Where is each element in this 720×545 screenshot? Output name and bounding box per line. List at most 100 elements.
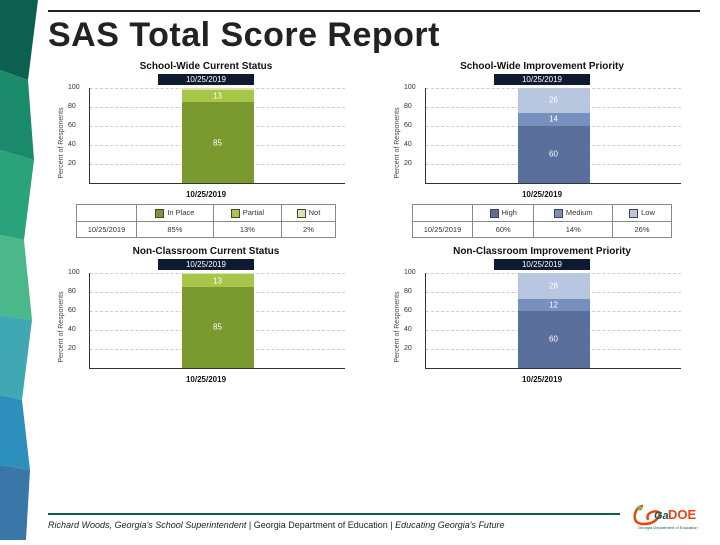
y-axis-label: Percent of Responents (58, 275, 65, 380)
bar-segment: 28 (518, 273, 590, 300)
legend-swatch (629, 209, 638, 218)
segment-label: 13 (213, 276, 222, 285)
table-cell: 2% (281, 221, 335, 237)
table-header: Partial (213, 205, 281, 222)
legend-swatch (297, 209, 306, 218)
bar-segment: 26 (518, 88, 590, 113)
bar-segment: 12 (518, 299, 590, 310)
y-tick: 40 (68, 326, 76, 333)
bar-segment: 85 (182, 287, 254, 368)
y-tick: 80 (404, 103, 412, 110)
y-axis-label: Percent of Responents (394, 90, 401, 195)
segment-label: 60 (549, 150, 558, 159)
stacked-bar: 13 85 (182, 273, 254, 368)
title-wrap: SAS Total Score Report (48, 10, 700, 55)
decorative-sidebar (0, 0, 38, 540)
y-tick: 60 (404, 122, 412, 129)
y-tick: 80 (404, 288, 412, 295)
plot: 204060801001385 (89, 273, 345, 369)
segment-label: 26 (549, 96, 558, 105)
chart-legend-table: HighMediumLow10/25/201960%14%26% (412, 204, 672, 238)
y-tick: 20 (404, 345, 412, 352)
chart-area: Percent of Responents20 40 60 80 100 28 12 60 10… (397, 270, 687, 385)
segment-label: 12 (549, 300, 558, 309)
table-header (413, 205, 473, 222)
bar-segment: 13 (182, 274, 254, 286)
y-tick: 20 (68, 160, 76, 167)
gadoe-logo: Ga DOE Georgia Department of Education (628, 502, 700, 534)
chart-title: Non-Classroom Improvement Priority (453, 246, 631, 257)
legend-swatch (155, 209, 164, 218)
bar-segment: 60 (518, 311, 590, 368)
segment-label: 28 (549, 281, 558, 290)
legend-swatch (490, 209, 499, 218)
y-tick: 60 (68, 307, 76, 314)
table-header: In Place (137, 205, 214, 222)
table-cell: 60% (473, 221, 534, 237)
table-header: High (473, 205, 534, 222)
segment-label: 13 (213, 92, 222, 101)
legend-swatch (554, 209, 563, 218)
segment-label: 85 (213, 323, 222, 332)
table-cell: 14% (534, 221, 613, 237)
table-cell: 13% (213, 221, 281, 237)
chart-date-bar: 10/25/2019 (158, 259, 254, 270)
chart-area: Percent of Responents20406080100138510/2… (61, 85, 351, 200)
y-tick: 20 (68, 345, 76, 352)
chart-title: School-Wide Improvement Priority (460, 61, 624, 72)
table-cell: 26% (613, 221, 672, 237)
svg-text:Georgia Department of Educatio: Georgia Department of Education (638, 525, 698, 530)
stacked-bar: 26 14 60 (518, 88, 590, 183)
bar-segment: 14 (518, 113, 590, 126)
chart-block: Non-Classroom Improvement Priority 10/25/… (384, 246, 700, 385)
chart-date-bar: 10/25/2019 (158, 74, 254, 85)
chart-title: School-Wide Current Status (140, 61, 273, 72)
table-cell: 10/25/2019 (77, 221, 137, 237)
x-axis-label: 10/25/2019 (522, 190, 562, 199)
footer: Richard Woods, Georgia's School Superint… (48, 513, 700, 530)
y-tick: 80 (68, 288, 76, 295)
chart-title: Non-Classroom Current Status (133, 246, 280, 257)
table-header: Medium (534, 205, 613, 222)
y-tick: 40 (404, 326, 412, 333)
table-header: Low (613, 205, 672, 222)
y-tick: 80 (68, 103, 76, 110)
table-header (77, 205, 137, 222)
chart-area: Percent of Responents20 40 60 80 100 13 85 10/2… (61, 270, 351, 385)
plot: 20406080100281260 (425, 273, 681, 369)
table-header: Not (281, 205, 335, 222)
y-tick: 20 (404, 160, 412, 167)
bar-segment: 13 (182, 90, 254, 102)
chart-block: School-Wide Current Status 10/25/2019 Perc… (48, 61, 364, 238)
chart-block: Non-Classroom Current Status10/25/2019Pe… (48, 246, 364, 385)
stacked-bar: 28 12 60 (518, 273, 590, 368)
chart-legend-table: In PlacePartialNot 10/25/201985%13%2% (76, 204, 336, 238)
plot: 20406080100261460 (425, 88, 681, 184)
chart-block: School-Wide Improvement Priority 10/25/20… (384, 61, 700, 238)
charts-grid: School-Wide Current Status10/25/2019Perc… (48, 61, 700, 385)
bar-segment: 60 (518, 126, 590, 183)
footer-rule (48, 513, 620, 515)
y-tick: 100 (68, 84, 80, 91)
plot: 204060801001385 (89, 88, 345, 184)
y-tick: 100 (404, 269, 416, 276)
page-title: SAS Total Score Report (48, 16, 700, 55)
segment-label: 60 (549, 335, 558, 344)
x-axis-label: 10/25/2019 (186, 190, 226, 199)
table-cell: 85% (137, 221, 214, 237)
y-axis-label: Percent of Responents (394, 275, 401, 380)
chart-area: Percent of Responents20 40 60 80 100 26 14 60 10… (397, 85, 687, 200)
chart-date-bar: 10/25/2019 (494, 259, 590, 270)
y-axis-label: Percent of Responents (58, 90, 65, 195)
y-tick: 40 (404, 141, 412, 148)
y-tick: 100 (68, 269, 80, 276)
y-tick: 60 (404, 307, 412, 314)
y-tick: 100 (404, 84, 416, 91)
segment-label: 85 (213, 138, 222, 147)
y-tick: 60 (68, 122, 76, 129)
stacked-bar: 13 85 (182, 88, 254, 183)
chart-date-bar: 10/25/2019 (494, 74, 590, 85)
svg-text:Ga: Ga (654, 510, 669, 522)
x-axis-label: 10/25/2019 (186, 375, 226, 384)
x-axis-label: 10/25/2019 (522, 375, 562, 384)
